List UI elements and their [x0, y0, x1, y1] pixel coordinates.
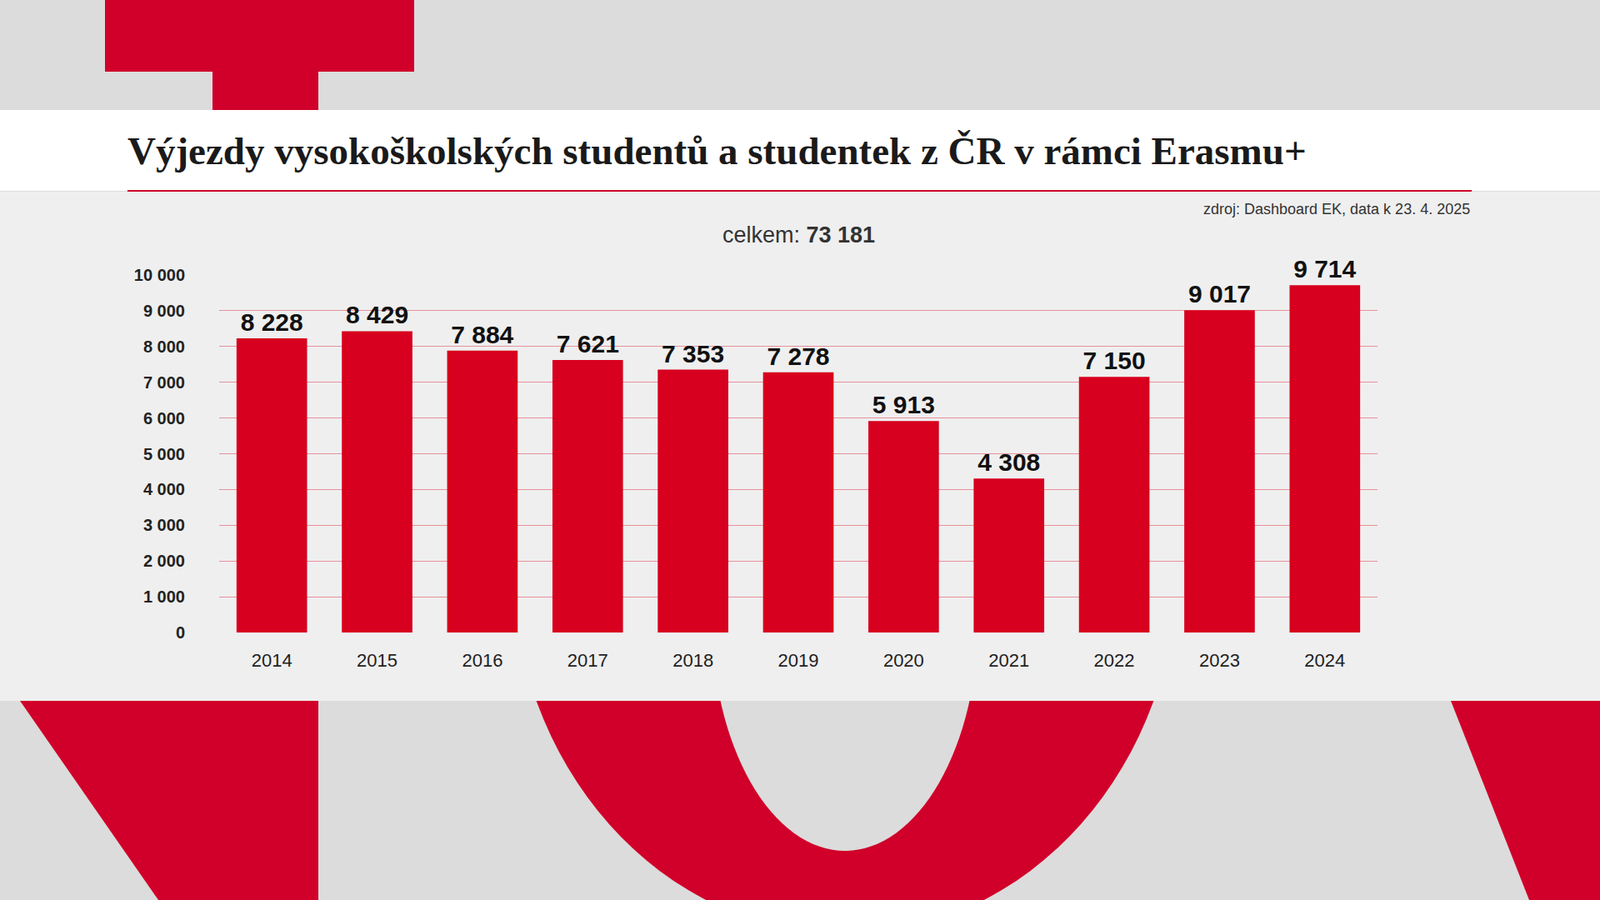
- svg-text:2017: 2017: [567, 650, 609, 671]
- svg-text:2 000: 2 000: [143, 551, 185, 570]
- svg-text:7 884: 7 884: [450, 320, 514, 349]
- svg-text:8 228: 8 228: [240, 308, 304, 336]
- svg-text:1 000: 1 000: [143, 587, 185, 606]
- svg-text:6 000: 6 000: [143, 409, 185, 428]
- svg-text:9 714: 9 714: [1293, 255, 1356, 283]
- svg-text:celkem: 73 181: celkem: 73 181: [722, 222, 875, 248]
- svg-text:8 429: 8 429: [345, 300, 409, 329]
- svg-text:2022: 2022: [1094, 650, 1135, 671]
- svg-text:3 000: 3 000: [143, 515, 185, 535]
- svg-text:2016: 2016: [461, 650, 503, 671]
- svg-text:2020: 2020: [883, 650, 925, 671]
- svg-text:5 000: 5 000: [143, 445, 185, 464]
- svg-text:9 017: 9 017: [1188, 280, 1251, 308]
- svg-text:zdroj: Dashboard EK, data k 23: zdroj: Dashboard EK, data k 23. 4. 2025: [1203, 200, 1470, 218]
- svg-text:4 308: 4 308: [977, 448, 1040, 476]
- svg-text:7 000: 7 000: [143, 373, 185, 392]
- svg-text:5 913: 5 913: [872, 390, 935, 419]
- svg-text:10 000: 10 000: [134, 265, 185, 285]
- svg-text:7 278: 7 278: [766, 342, 830, 370]
- svg-text:2019: 2019: [778, 650, 820, 671]
- svg-text:4 000: 4 000: [143, 480, 185, 499]
- svg-text:2014: 2014: [251, 650, 293, 671]
- svg-text:Výjezdy vysokoškolských studen: Výjezdy vysokoškolských studentů a stude…: [127, 129, 1307, 173]
- svg-text:8 000: 8 000: [143, 337, 185, 356]
- svg-text:0: 0: [175, 623, 185, 642]
- svg-text:2021: 2021: [988, 650, 1030, 671]
- svg-text:9 000: 9 000: [143, 301, 185, 320]
- svg-text:7 150: 7 150: [1083, 346, 1146, 375]
- svg-text:7 621: 7 621: [556, 330, 620, 358]
- svg-text:2023: 2023: [1199, 650, 1240, 671]
- svg-text:2024: 2024: [1304, 650, 1345, 671]
- svg-text:7 353: 7 353: [661, 340, 725, 368]
- svg-text:2018: 2018: [672, 650, 714, 671]
- svg-text:2015: 2015: [356, 650, 398, 671]
